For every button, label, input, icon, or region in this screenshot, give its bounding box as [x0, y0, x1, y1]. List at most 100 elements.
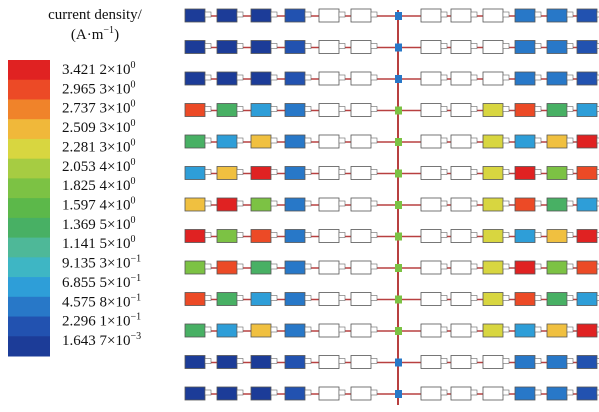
legend-swatch: [8, 257, 50, 277]
cell: [515, 104, 535, 117]
cell-tab: [503, 359, 509, 364]
node: [395, 170, 402, 178]
cell: [319, 387, 339, 400]
cell-tab: [567, 138, 573, 143]
cell: [217, 167, 237, 180]
cell-tab: [305, 75, 311, 80]
cell: [319, 293, 339, 306]
cell: [421, 387, 441, 400]
cell-tab: [237, 390, 243, 395]
cell: [577, 324, 597, 337]
cell: [251, 324, 271, 337]
cell-tab: [441, 201, 447, 206]
cell: [251, 198, 271, 211]
label-exp: 0: [130, 137, 135, 148]
cell-tab: [471, 107, 477, 112]
cell-tab: [441, 390, 447, 395]
cell: [319, 356, 339, 369]
label-exp: 0: [130, 215, 135, 226]
cell: [251, 356, 271, 369]
cell-tab: [271, 327, 277, 332]
cell-tab: [339, 390, 345, 395]
cell: [251, 41, 271, 54]
label-exp: 0: [130, 157, 135, 168]
legend-swatch: [8, 119, 50, 139]
cell-tab: [205, 390, 211, 395]
cell-tab: [271, 233, 277, 238]
cell-tab: [339, 170, 345, 175]
cell-tab: [567, 75, 573, 80]
legend-swatch: [8, 297, 50, 317]
cell-tab: [535, 75, 541, 80]
cell: [421, 167, 441, 180]
cell: [547, 261, 567, 274]
cell-tab: [567, 390, 573, 395]
cell: [351, 293, 371, 306]
cell: [451, 41, 471, 54]
cell-tab: [339, 233, 345, 238]
label-mantissa: 1.141 5×10: [62, 236, 130, 252]
cell-tab: [205, 44, 211, 49]
cell: [547, 324, 567, 337]
cell: [547, 387, 567, 400]
cell: [351, 198, 371, 211]
cell: [351, 387, 371, 400]
cell-tab: [237, 327, 243, 332]
cell-tab: [503, 201, 509, 206]
cell: [515, 356, 535, 369]
label-exp: −1: [130, 254, 141, 265]
cell: [217, 9, 237, 22]
label-mantissa: 1.597 4×10: [62, 198, 130, 214]
legend-label: 4.575 8×10−1: [62, 292, 141, 310]
cell-tab: [371, 296, 377, 301]
cell: [577, 41, 597, 54]
cell-tab: [471, 359, 477, 364]
cell-tab: [567, 44, 573, 49]
cell-tab: [237, 138, 243, 143]
cell: [285, 41, 305, 54]
cell: [577, 293, 597, 306]
cell-tab: [567, 107, 573, 112]
cell-tab: [371, 170, 377, 175]
cell: [217, 356, 237, 369]
cell-tab: [441, 170, 447, 175]
cell-tab: [205, 233, 211, 238]
legend-swatch: [8, 336, 50, 356]
cell: [421, 198, 441, 211]
cell-tab: [441, 327, 447, 332]
cell: [421, 356, 441, 369]
cell: [351, 135, 371, 148]
cell: [185, 9, 205, 22]
cell-tab: [271, 44, 277, 49]
label-mantissa: 1.825 4×10: [62, 178, 130, 194]
cell-tab: [441, 12, 447, 17]
label-mantissa: 2.737 3×10: [62, 101, 130, 117]
legend-label: 3.421 2×100: [62, 60, 135, 78]
cell: [251, 104, 271, 117]
legend-label: 1.597 4×100: [62, 196, 135, 214]
cell: [217, 387, 237, 400]
cell-tab: [471, 75, 477, 80]
cell-tab: [535, 296, 541, 301]
cell-tab: [535, 390, 541, 395]
cell-tab: [503, 264, 509, 269]
cell: [421, 135, 441, 148]
cell-tab: [271, 296, 277, 301]
label-mantissa: 2.965 3×10: [62, 81, 130, 97]
label-exp: −1: [130, 292, 141, 303]
cell: [547, 198, 567, 211]
cell-tab: [237, 107, 243, 112]
cell-tab: [305, 359, 311, 364]
node: [395, 390, 402, 398]
cell-tab: [567, 296, 573, 301]
cell-tab: [271, 75, 277, 80]
cell: [577, 72, 597, 85]
legend-swatch: [8, 139, 50, 159]
cell: [185, 198, 205, 211]
legend-label: 2.053 4×100: [62, 157, 135, 175]
cell-tab: [237, 12, 243, 17]
cell: [421, 41, 441, 54]
cell: [217, 104, 237, 117]
cell-tab: [339, 296, 345, 301]
cell-tab: [205, 296, 211, 301]
